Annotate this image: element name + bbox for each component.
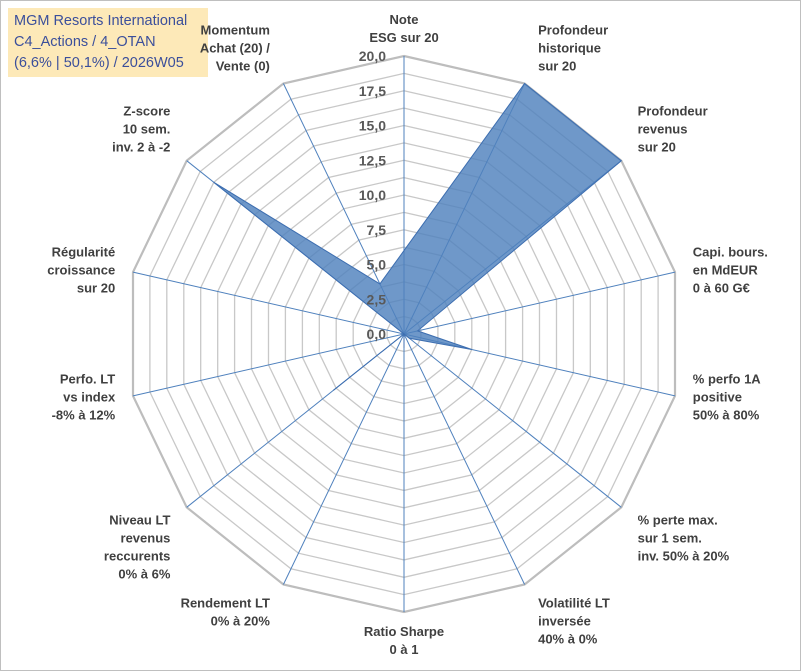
tick-labels: 0,0 2,5 5,0 7,5 10,0 12,5 15,0 17,5 20,0: [359, 48, 386, 342]
axis-label: % perte max. sur 1 sem. inv. 50% à 20%: [638, 512, 730, 563]
axis-labels: Note ESG sur 20 Profondeur historique sur 20…: [47, 12, 768, 657]
axis-spoke: [132, 271, 405, 335]
axis-spoke: [282, 333, 405, 585]
axis-label: Profondeur revenus sur 20: [638, 104, 708, 155]
tick-label: 12,5: [359, 152, 386, 168]
axis-label: Z-score 10 sem. inv. 2 à -2: [112, 104, 170, 155]
title-line-1: MGM Resorts International: [14, 13, 188, 29]
tick-label: 17,5: [359, 83, 386, 99]
tick-label: 10,0: [359, 187, 386, 203]
axis-label: Perfo. LT vs index -8% à 12%: [52, 372, 116, 423]
tick-label: 7,5: [367, 222, 387, 238]
axis-label: Rendement LT 0% à 20%: [181, 596, 271, 629]
axis-spoke: [403, 271, 676, 335]
axis-label: Note ESG sur 20: [369, 12, 438, 45]
axis-spoke: [403, 333, 622, 508]
axis-spoke: [403, 333, 526, 585]
axis-label: Capi. bours. en MdEUR 0 à 60 G€: [693, 244, 768, 295]
axis-label: Profondeur historique sur 20: [538, 22, 608, 73]
axis-spoke: [132, 333, 405, 397]
tick-label: 0,0: [367, 326, 387, 342]
title-line-3: (6,6% | 50,1%) / 2026W05: [14, 55, 184, 71]
axis-label: Volatilité LT inversée 40% à 0%: [538, 596, 610, 647]
axis-label: % perfo 1A positive 50% à 80%: [693, 372, 762, 423]
axis-label: Régularité croissance sur 20: [47, 244, 115, 295]
axis-label: Niveau LT revenus reccurents 0% à 6%: [104, 512, 171, 581]
axis-label: Momentum Achat (20) / Vente (0): [200, 22, 270, 73]
tick-label: 20,0: [359, 48, 386, 64]
tick-label: 5,0: [367, 257, 387, 273]
chart-title-box: MGM Resorts International C4_Actions / 4…: [8, 8, 208, 77]
tick-label: 2,5: [367, 291, 387, 307]
data-series: [213, 82, 623, 391]
series-area: [213, 82, 623, 391]
title-line-2: C4_Actions / 4_OTAN: [14, 34, 156, 50]
axis-label: Ratio Sharpe 0 à 1: [364, 624, 444, 657]
tick-label: 15,0: [359, 118, 386, 134]
